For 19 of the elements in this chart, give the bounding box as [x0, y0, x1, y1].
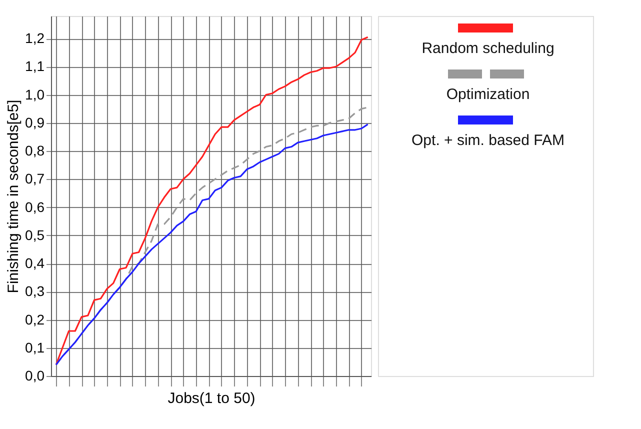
- x-axis-title: Jobs(1 to 50): [168, 390, 256, 407]
- y-tick-label: 0,8: [25, 142, 45, 158]
- y-tick-label: 0,7: [25, 170, 45, 187]
- y-tick-label: 1,0: [25, 86, 45, 102]
- y-tick-label: 0,2: [25, 311, 45, 328]
- y-tick-label: 0,4: [25, 255, 45, 271]
- y-tick-label: 1,2: [25, 30, 45, 46]
- y-tick-label: 0,1: [25, 339, 45, 356]
- y-tick-label: 0,9: [25, 114, 45, 130]
- text: Optimization: [446, 86, 530, 103]
- y-tick-label: 0,0: [25, 368, 45, 384]
- y-tick-label: 1,1: [25, 58, 45, 74]
- line-series: [55, 36, 369, 366]
- y-tick-label: 0,5: [25, 226, 45, 243]
- legend-label: Opt. + sim. based FAM: [412, 132, 564, 149]
- y-tick-label: 0,6: [25, 198, 45, 215]
- y-axis-title: Finishing time in seconds[e5]: [5, 100, 22, 294]
- y-tick-label: 0,3: [25, 283, 45, 300]
- legend-label: Random scheduling: [422, 40, 554, 57]
